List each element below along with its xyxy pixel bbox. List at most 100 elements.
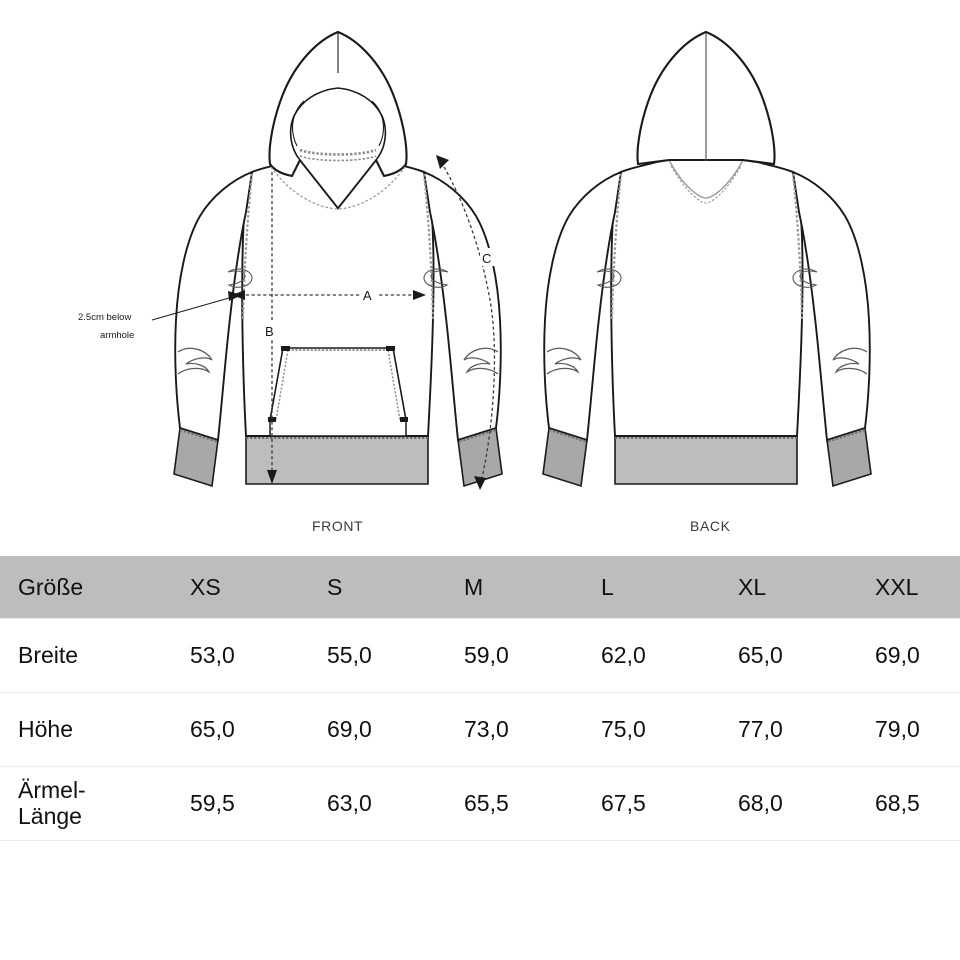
size-table-header-row: Größe XS S M L XL XXL 3XL <box>0 556 960 619</box>
back-left-armpit-wrinkle <box>596 268 622 288</box>
front-right-sleeve <box>422 170 502 442</box>
back-left-elbow-wrinkle <box>546 347 582 375</box>
armhole-annotation-line2: armhole <box>100 330 134 341</box>
back-right-cuff-stitch <box>826 429 866 443</box>
cell-aermel-s: 63,0 <box>327 790 372 816</box>
cell-hoehe-xl: 77,0 <box>738 716 783 742</box>
cell-aermel-xxl: 68,5 <box>875 790 920 816</box>
back-neckline <box>668 159 744 199</box>
dimension-b-label: B <box>265 324 274 339</box>
armhole-annotation: 2.5cm below armhole <box>78 291 242 341</box>
front-left-armpit-wrinkle <box>227 268 253 288</box>
back-right-sleeve <box>791 170 871 442</box>
header-cell-s: S <box>327 573 343 600</box>
back-left-cuff-rib <box>542 426 588 488</box>
front-pocket-right-stitch <box>387 349 401 421</box>
front-hood-opening <box>289 87 387 210</box>
back-left-cuff-stitch <box>548 429 588 443</box>
cell-breite-xxl: 69,0 <box>875 642 920 668</box>
front-right-shoulder-seam <box>422 173 435 321</box>
front-hood-lining-line <box>291 100 305 147</box>
front-left-cuff-stitch <box>179 429 219 443</box>
cell-breite-xl: 65,0 <box>738 642 783 668</box>
front-right-cuff-rib <box>457 426 503 488</box>
front-view-group: A B C 2.5cm below arm <box>78 30 503 490</box>
front-view-caption: FRONT <box>312 518 364 534</box>
header-cell-l: L <box>601 573 614 600</box>
dimension-b-arrow-bottom <box>267 470 277 484</box>
armhole-annotation-leader <box>151 295 237 321</box>
row-label-aermel-laenge: Ärmel- Länge <box>0 767 168 841</box>
table-row: Ärmel- Länge 59,5 63,0 65,5 67,5 68,0 68… <box>0 766 960 841</box>
cell-hoehe-l: 75,0 <box>601 716 646 742</box>
cell-hoehe-xxl: 79,0 <box>875 716 920 742</box>
back-right-elbow-wrinkle <box>832 347 868 375</box>
cell-breite-m: 59,0 <box>464 642 509 668</box>
dimension-a-arrow-right <box>413 290 426 300</box>
header-cell-xs: XS <box>190 573 221 600</box>
back-neckline-echo <box>670 165 742 204</box>
front-left-sleeve <box>174 170 254 442</box>
front-right-cuff-stitch <box>457 429 497 443</box>
front-hood-lining-line-right <box>371 100 385 147</box>
front-neck-binding-2 <box>299 155 377 162</box>
dimension-c-label: C <box>482 251 491 266</box>
size-chart-table: Größe XS S M L XL XXL 3XL Breite 53,0 55… <box>0 556 960 841</box>
cell-breite-l: 62,0 <box>601 642 646 668</box>
dimension-c-arrow-top <box>436 155 449 169</box>
back-left-shoulder-seam <box>610 173 623 321</box>
row-label-line1: Ärmel- <box>18 776 86 803</box>
hoodie-illustration-panel: A B C 2.5cm below arm <box>78 30 872 534</box>
row-label-hoehe: Höhe <box>18 716 73 742</box>
cell-breite-s: 55,0 <box>327 642 372 668</box>
front-neck-binding <box>299 148 377 156</box>
front-pocket-left-stitch <box>275 349 289 421</box>
front-left-shoulder-seam <box>241 173 254 321</box>
header-cell-groesse: Größe <box>18 573 84 600</box>
front-pocket-opening-right <box>392 347 407 421</box>
cell-hoehe-m: 73,0 <box>464 716 509 742</box>
cell-hoehe-xs: 65,0 <box>190 716 235 742</box>
front-left-elbow-wrinkle <box>177 347 213 375</box>
cell-hoehe-s: 69,0 <box>327 716 372 742</box>
back-right-shoulder-seam <box>791 173 804 321</box>
front-pocket-bartack-br <box>400 417 408 422</box>
armhole-annotation-arrow <box>228 291 242 301</box>
dimension-c-arrow-bottom <box>474 476 486 490</box>
dimension-a-label: A <box>363 288 372 303</box>
cell-aermel-m: 65,5 <box>464 790 509 816</box>
front-kangaroo-pocket <box>269 347 407 437</box>
front-left-cuff-rib <box>173 426 219 488</box>
front-pocket-bartack-bl <box>268 417 276 422</box>
row-label-breite: Breite <box>18 642 79 668</box>
size-table-body: Breite 53,0 55,0 59,0 62,0 65,0 69,0 73,… <box>0 618 960 841</box>
size-table-head: Größe XS S M L XL XXL 3XL <box>0 556 960 619</box>
cell-aermel-xs: 59,5 <box>190 790 235 816</box>
back-hem-rib <box>614 435 798 485</box>
header-cell-xxl: XXL <box>875 573 919 600</box>
back-right-armpit-wrinkle <box>792 268 818 288</box>
back-body <box>610 159 804 437</box>
table-row: Breite 53,0 55,0 59,0 62,0 65,0 69,0 73,… <box>0 618 960 693</box>
front-hood-base-echo <box>270 166 406 210</box>
dimension-b: B <box>262 172 280 484</box>
back-right-cuff-rib <box>826 426 872 488</box>
cell-aermel-l: 67,5 <box>601 790 646 816</box>
front-pocket-opening-left <box>269 347 284 421</box>
front-right-armpit-wrinkle <box>423 268 449 288</box>
header-cell-xl: XL <box>738 573 767 600</box>
dimension-c-line <box>440 161 496 479</box>
header-cell-m: M <box>464 573 484 600</box>
cell-breite-xs: 53,0 <box>190 642 235 668</box>
size-table-container: Größe XS S M L XL XXL 3XL Breite 53,0 55… <box>0 556 960 841</box>
back-view-caption: BACK <box>690 518 731 534</box>
front-right-elbow-wrinkle <box>463 347 499 375</box>
dimension-c: C <box>436 155 496 490</box>
armhole-annotation-line1: 2.5cm below <box>78 312 131 323</box>
row-label-line2: Länge <box>18 802 82 829</box>
front-pocket-bartack-left <box>281 346 290 351</box>
hoodie-technical-drawing: A B C 2.5cm below arm <box>78 30 872 490</box>
table-row: Höhe 65,0 69,0 73,0 75,0 77,0 79,0 81,0 <box>0 692 960 767</box>
cell-aermel-xl: 68,0 <box>738 790 783 816</box>
back-view-group <box>542 30 872 488</box>
